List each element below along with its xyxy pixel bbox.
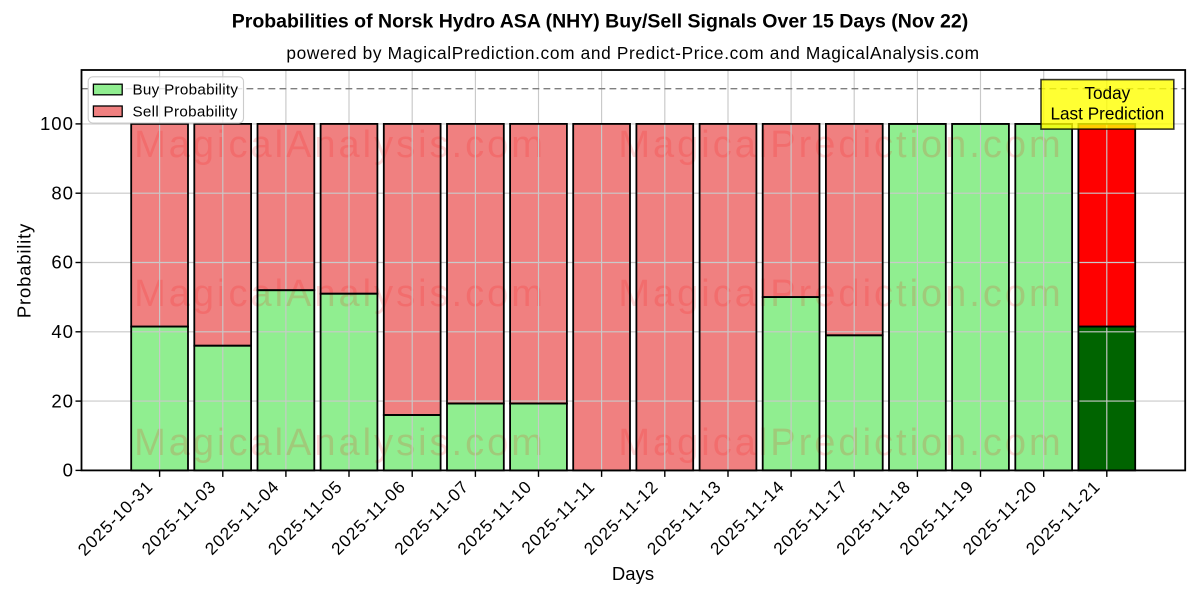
svg-text:Probability: Probability <box>14 223 35 318</box>
svg-text:MagicalAnalysis.com: MagicalAnalysis.com <box>134 124 546 166</box>
svg-text:100: 100 <box>40 113 74 134</box>
svg-text:80: 80 <box>51 182 74 203</box>
svg-text:Buy Probability: Buy Probability <box>133 82 239 99</box>
svg-text:MagicalPrediction.com: MagicalPrediction.com <box>618 273 1063 315</box>
svg-text:MagicalPrediction.com: MagicalPrediction.com <box>618 422 1063 464</box>
svg-text:powered by MagicalPrediction.c: powered by MagicalPrediction.com and Pre… <box>286 43 979 63</box>
svg-text:20: 20 <box>51 390 74 411</box>
svg-text:0: 0 <box>63 460 74 481</box>
svg-text:Days: Days <box>612 563 654 584</box>
svg-text:Sell Probability: Sell Probability <box>133 103 238 120</box>
svg-text:60: 60 <box>51 252 74 273</box>
svg-text:MagicalAnalysis.com: MagicalAnalysis.com <box>134 422 546 464</box>
svg-text:Probabilities of Norsk Hydro A: Probabilities of Norsk Hydro ASA (NHY) B… <box>232 11 969 33</box>
svg-text:40: 40 <box>51 321 74 342</box>
svg-text:Last Prediction: Last Prediction <box>1050 104 1164 124</box>
svg-text:Today: Today <box>1084 83 1130 103</box>
svg-text:MagicalPrediction.com: MagicalPrediction.com <box>618 124 1063 166</box>
